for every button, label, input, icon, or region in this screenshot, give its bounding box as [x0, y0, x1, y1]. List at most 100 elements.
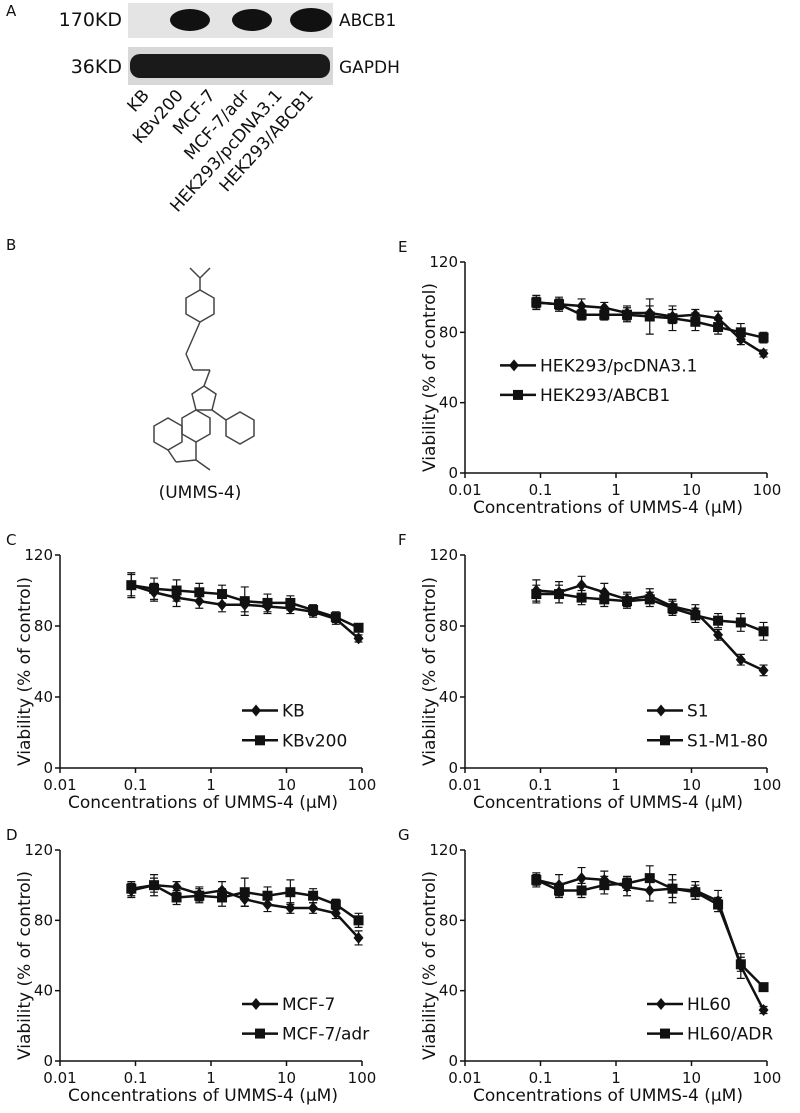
- data-point: [149, 583, 160, 594]
- x-tick-label: 100: [753, 1069, 782, 1087]
- data-point: [644, 873, 655, 884]
- x-tick-label: 10: [277, 1069, 296, 1087]
- data-point: [713, 899, 724, 910]
- data-point: [758, 1004, 769, 1017]
- data-point: [217, 598, 228, 611]
- data-point: [690, 316, 701, 327]
- data-point: [149, 880, 160, 891]
- blot-size: 36KD: [71, 56, 122, 78]
- data-point: [599, 594, 610, 605]
- y-axis-label: Viability (% of control): [420, 283, 440, 472]
- data-point: [194, 890, 205, 901]
- blot-band: [170, 9, 210, 31]
- y-tick-label: 40: [439, 394, 458, 412]
- x-tick-label: 10: [277, 776, 296, 794]
- legend-label: S1: [687, 701, 709, 721]
- x-tick-label: 100: [348, 1069, 377, 1087]
- data-point: [262, 890, 273, 901]
- x-tick-label: 0.01: [448, 481, 481, 499]
- y-tick-label: 40: [439, 688, 458, 706]
- data-point: [308, 902, 319, 915]
- x-tick-label: 0.01: [43, 1069, 76, 1087]
- y-axis-label: Viability (% of control): [15, 871, 35, 1060]
- data-point: [667, 603, 678, 614]
- legend-label: MCF-7: [282, 995, 335, 1015]
- data-point: [330, 899, 341, 910]
- data-point: [239, 596, 250, 607]
- y-tick-label: 120: [24, 841, 53, 859]
- data-point: [353, 622, 364, 633]
- y-tick-label: 80: [439, 323, 458, 341]
- data-point: [126, 580, 137, 591]
- data-point: [758, 347, 769, 360]
- y-tick-label: 40: [34, 982, 53, 1000]
- x-tick-label: 1: [611, 481, 621, 499]
- y-tick-label: 120: [24, 546, 53, 564]
- legend-marker: [255, 735, 265, 746]
- data-point: [217, 892, 228, 903]
- data-point: [599, 309, 610, 320]
- x-tick-label: 10: [682, 481, 701, 499]
- x-tick-label: 0.01: [448, 1069, 481, 1087]
- data-point: [576, 309, 587, 320]
- panel-label: B: [6, 236, 16, 254]
- x-tick-label: 0.1: [529, 776, 553, 794]
- y-tick-label: 0: [448, 1052, 458, 1070]
- data-point: [171, 892, 182, 903]
- panel-label: G: [398, 826, 410, 844]
- legend-label: S1-M1-80: [687, 731, 768, 751]
- x-tick-label: 0.1: [529, 1069, 553, 1087]
- data-point: [531, 297, 542, 308]
- data-point: [690, 610, 701, 621]
- x-tick-label: 1: [206, 1069, 216, 1087]
- panel-label: F: [398, 531, 407, 549]
- legend-marker: [509, 359, 519, 372]
- blot-size: 170KD: [59, 9, 122, 31]
- x-tick-label: 100: [348, 776, 377, 794]
- data-point: [713, 322, 724, 333]
- y-axis-label: Viability (% of control): [420, 871, 440, 1060]
- x-axis-label: Concentrations of UMMS-4 (μM): [473, 793, 743, 813]
- data-point: [644, 311, 655, 322]
- y-tick-label: 120: [429, 253, 458, 271]
- data-point: [713, 312, 724, 325]
- data-point: [667, 883, 678, 894]
- legend-label: HEK293/ABCB1: [540, 386, 670, 406]
- y-tick-label: 40: [34, 688, 53, 706]
- x-tick-label: 10: [682, 776, 701, 794]
- y-tick-label: 80: [34, 911, 53, 929]
- y-tick-label: 40: [439, 982, 458, 1000]
- legend-marker: [656, 704, 666, 717]
- panel-label: A: [6, 2, 17, 20]
- x-tick-label: 1: [206, 776, 216, 794]
- x-tick-label: 1: [611, 776, 621, 794]
- data-point: [758, 982, 769, 993]
- data-point: [353, 931, 364, 944]
- legend-marker: [660, 735, 670, 746]
- data-point: [576, 592, 587, 603]
- data-point: [194, 587, 205, 598]
- data-point: [758, 332, 769, 343]
- data-point: [239, 887, 250, 898]
- data-point: [735, 959, 746, 970]
- y-tick-label: 120: [429, 841, 458, 859]
- data-point: [531, 589, 542, 600]
- blot-band: [290, 8, 332, 32]
- data-point: [308, 605, 319, 616]
- data-point: [713, 615, 724, 626]
- panel-label: C: [6, 531, 16, 549]
- data-point: [285, 887, 296, 898]
- data-point: [690, 887, 701, 898]
- y-tick-label: 80: [34, 617, 53, 635]
- data-point: [330, 612, 341, 623]
- data-point: [644, 594, 655, 605]
- legend-marker: [255, 1028, 265, 1039]
- legend-label: KBv200: [282, 731, 347, 751]
- data-point: [353, 915, 364, 926]
- x-axis-label: Concentrations of UMMS-4 (μM): [473, 1086, 743, 1106]
- legend-label: HEK293/pcDNA3.1: [540, 356, 697, 376]
- legend-label: MCF-7/adr: [282, 1025, 369, 1045]
- data-point: [576, 885, 587, 896]
- y-tick-label: 120: [429, 546, 458, 564]
